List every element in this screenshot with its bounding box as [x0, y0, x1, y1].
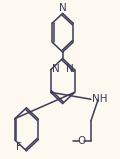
Text: NH: NH — [92, 94, 107, 104]
Text: F: F — [16, 142, 21, 152]
Text: N: N — [66, 64, 74, 74]
Text: N: N — [59, 3, 66, 13]
Text: O: O — [78, 136, 86, 146]
Text: N: N — [52, 64, 59, 74]
